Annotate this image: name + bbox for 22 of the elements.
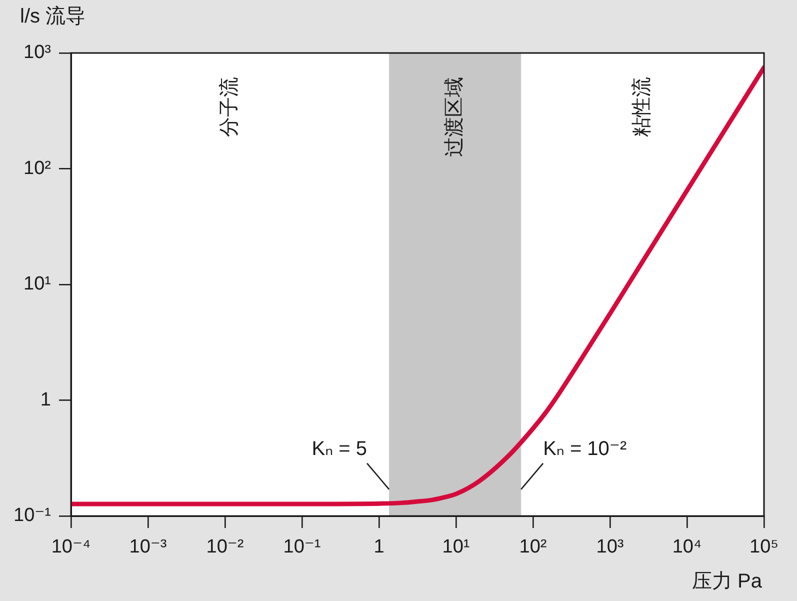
y-tick-label: 10⁻¹ — [14, 505, 51, 526]
x-tick-label: 10⁻² — [206, 536, 244, 558]
x-tick-label: 10¹ — [442, 536, 470, 558]
x-tick-label: 10⁻³ — [129, 536, 167, 558]
y-tick-label: 1 — [40, 389, 51, 410]
band-label: 过渡区域 — [444, 77, 466, 157]
annotation: 分子流 — [218, 77, 241, 137]
x-tick-label: 10⁵ — [749, 536, 779, 558]
x-tick-label: 10⁻¹ — [283, 536, 321, 558]
annotation: 粘性流 — [631, 77, 654, 137]
annotation: Kₙ = 5 — [312, 438, 368, 460]
x-tick-label: 10⁴ — [672, 536, 702, 558]
x-tick-label: 1 — [374, 536, 384, 558]
y-axis-title: l/s 流导 — [20, 6, 86, 28]
annotation: Kₙ = 10⁻² — [543, 438, 627, 460]
x-tick-label: 10³ — [596, 536, 624, 558]
y-tick-label: 10³ — [24, 42, 51, 64]
y-tick-label: 10¹ — [24, 274, 51, 295]
x-tick-label: 10² — [519, 536, 547, 558]
x-axis-title: 压力 Pa — [692, 570, 763, 593]
x-tick-label: 10⁻⁴ — [51, 536, 91, 558]
y-tick-label: 10² — [24, 158, 51, 179]
